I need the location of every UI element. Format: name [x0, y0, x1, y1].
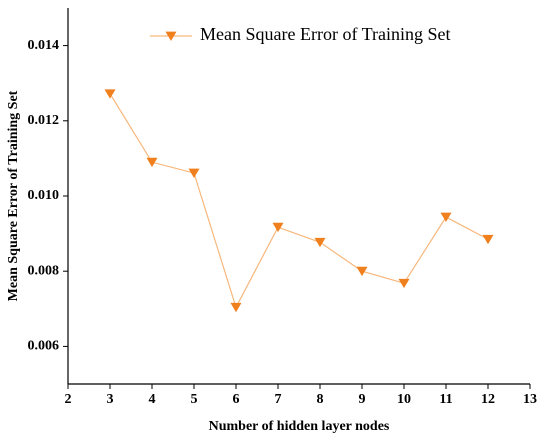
x-tick-label: 10 — [397, 392, 411, 407]
x-tick-label: 12 — [481, 392, 495, 407]
series-line — [109, 93, 489, 309]
point-marker — [314, 237, 326, 248]
y-tick-label: 0.006 — [28, 339, 60, 354]
x-tick-label: 2 — [65, 392, 72, 407]
point-marker — [398, 278, 410, 289]
point-marker — [482, 234, 494, 245]
x-tick-label: 9 — [359, 392, 366, 407]
y-tick-label: 0.012 — [28, 113, 60, 128]
x-axis-label: Number of hidden layer nodes — [209, 419, 390, 434]
legend-label: Mean Square Error of Training Set — [200, 24, 450, 44]
point-marker — [272, 222, 284, 233]
point-marker — [146, 157, 158, 168]
point-marker — [188, 168, 200, 179]
point-marker — [104, 89, 116, 99]
y-tick-label: 0.008 — [28, 263, 60, 278]
x-tick-label: 13 — [523, 392, 537, 407]
point-marker — [356, 266, 368, 277]
point-marker — [440, 212, 452, 223]
x-tick-label: 11 — [439, 392, 452, 407]
legend-marker — [165, 31, 177, 41]
x-tick-label: 3 — [107, 392, 114, 407]
x-tick-label: 8 — [317, 392, 324, 407]
point-marker — [230, 302, 242, 313]
x-tick-label: 5 — [191, 392, 198, 407]
x-tick-label: 4 — [149, 392, 156, 407]
y-tick-label: 0.014 — [28, 38, 60, 53]
y-tick-label: 0.010 — [28, 188, 60, 203]
y-axis-label: Mean Square Error of Training Set — [6, 90, 21, 301]
x-tick-label: 7 — [275, 392, 282, 407]
x-tick-label: 6 — [233, 392, 240, 407]
